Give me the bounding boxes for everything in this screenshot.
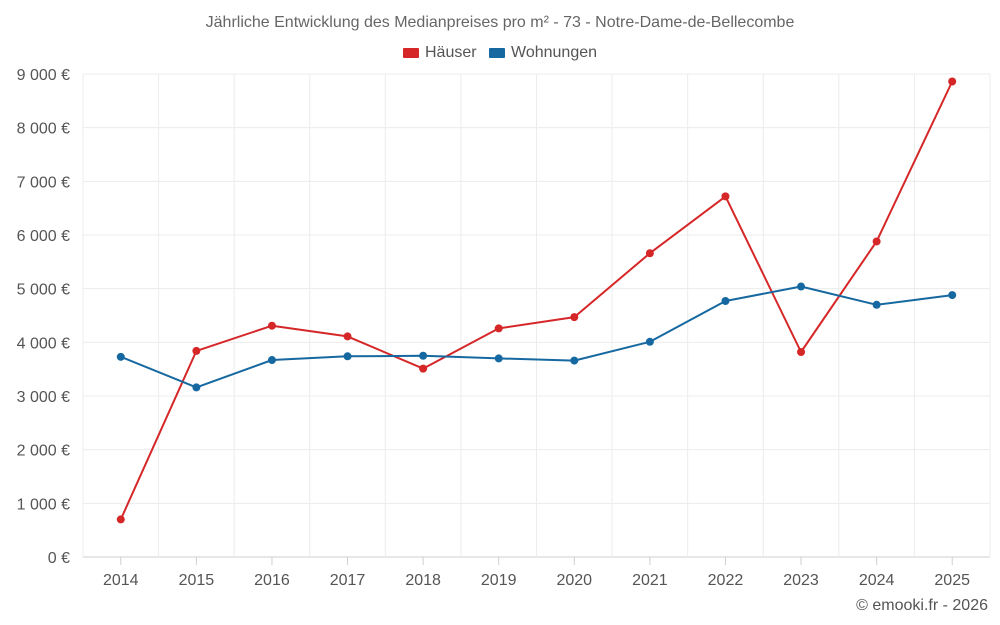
x-tick-label: 2015 xyxy=(179,572,215,589)
data-point-haeuser xyxy=(419,364,428,373)
credit-text: © emooki.fr - 2026 xyxy=(856,597,988,614)
data-point-wohnungen xyxy=(343,352,352,361)
data-point-haeuser xyxy=(267,321,276,330)
legend-item-haeuser[interactable]: Häuser xyxy=(402,44,477,62)
x-tick-label: 2014 xyxy=(103,572,139,589)
data-point-wohnungen xyxy=(645,337,654,346)
legend-item-wohnungen[interactable]: Wohnungen xyxy=(489,44,597,62)
series-line-haeuser xyxy=(119,81,954,520)
data-point-wohnungen xyxy=(797,282,806,291)
y-tick-label: 7 000 € xyxy=(17,174,70,191)
y-tick-label: 9 000 € xyxy=(17,67,70,84)
data-point-wohnungen xyxy=(872,300,881,309)
data-point-haeuser xyxy=(645,249,654,258)
data-point-haeuser xyxy=(721,192,730,201)
data-point-wohnungen xyxy=(721,297,730,306)
y-tick-label: 2 000 € xyxy=(17,443,70,460)
data-point-haeuser xyxy=(192,346,201,355)
x-tick-label: 2024 xyxy=(859,572,895,589)
data-point-haeuser xyxy=(797,347,806,356)
y-tick-label: 1 000 € xyxy=(17,496,70,513)
x-tick-label: 2025 xyxy=(934,572,970,589)
data-point-wohnungen xyxy=(267,356,276,365)
data-point-haeuser xyxy=(948,77,957,86)
y-tick-label: 0 € xyxy=(48,550,70,567)
data-point-haeuser xyxy=(116,515,125,524)
legend-label-wohnungen: Wohnungen xyxy=(511,44,598,61)
x-tick-label: 2016 xyxy=(254,572,290,589)
y-tick-label: 5 000 € xyxy=(17,282,70,299)
legend-swatch-haeuser xyxy=(402,48,419,58)
data-point-wohnungen xyxy=(419,351,428,360)
x-tick-label: 2021 xyxy=(632,572,668,589)
x-tick-label: 2017 xyxy=(330,572,366,589)
data-point-wohnungen xyxy=(494,354,503,363)
legend-swatch-wohnungen xyxy=(489,48,506,58)
data-point-wohnungen xyxy=(116,352,125,361)
series-line-wohnungen xyxy=(120,285,953,389)
legend: Häuser Wohnungen xyxy=(0,44,1000,63)
x-tick-label: 2019 xyxy=(481,572,517,589)
data-point-haeuser xyxy=(343,332,352,341)
data-point-haeuser xyxy=(494,324,503,333)
data-point-wohnungen xyxy=(948,291,957,300)
y-tick-label: 4 000 € xyxy=(17,335,70,352)
x-tick-label: 2018 xyxy=(405,572,441,589)
legend-label-haeuser: Häuser xyxy=(424,44,477,61)
chart-title: Jährliche Entwicklung des Medianpreises … xyxy=(205,14,795,31)
y-tick-label: 6 000 € xyxy=(17,228,70,245)
data-point-wohnungen xyxy=(570,356,579,365)
x-tick-label: 2020 xyxy=(556,572,592,589)
data-point-haeuser xyxy=(570,313,579,322)
x-tick-label: 2023 xyxy=(783,572,819,589)
y-tick-label: 8 000 € xyxy=(17,121,70,138)
x-tick-label: 2022 xyxy=(708,572,744,589)
y-tick-label: 3 000 € xyxy=(17,389,70,406)
data-point-haeuser xyxy=(872,237,881,246)
data-point-wohnungen xyxy=(192,383,201,392)
